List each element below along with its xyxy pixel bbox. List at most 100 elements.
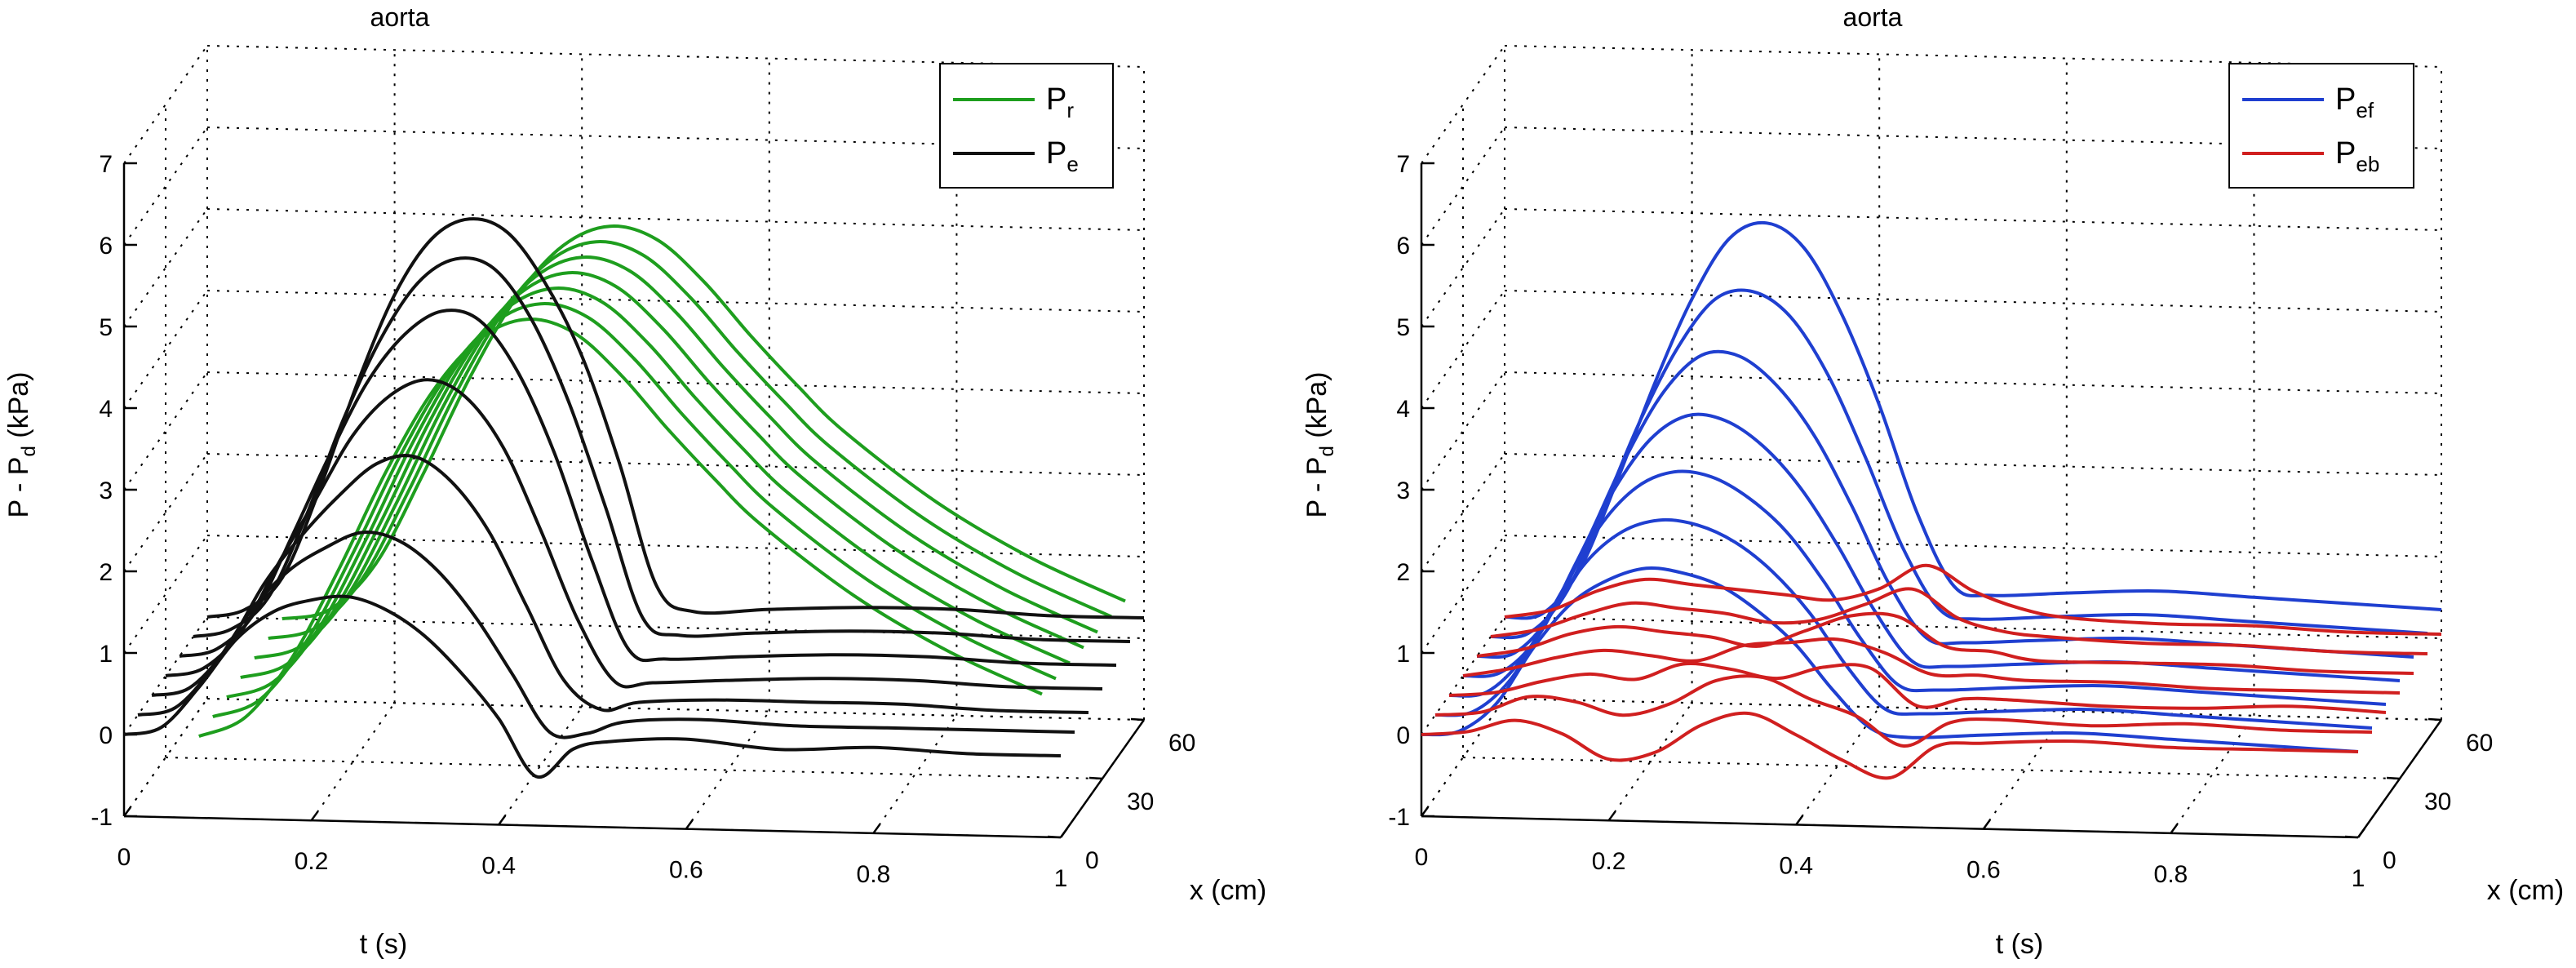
- right-x-tick-label: 0: [2383, 847, 2396, 874]
- left-p-tick-label: 4: [99, 396, 113, 423]
- left-p-ticks: -1 0 1 2 3 4 5 6 7: [91, 151, 113, 831]
- left-p-tick-label: 2: [99, 559, 113, 586]
- right-peb-trace-x60: [1504, 563, 2442, 636]
- right-p-tick-label: 0: [1396, 722, 1410, 749]
- right-t-tick-label: 0: [1415, 844, 1429, 871]
- left-x-ticks: 0 30 60: [1085, 730, 1195, 874]
- right-t-tick-mark: [2170, 824, 2179, 834]
- left-chart-title: aorta: [370, 2, 430, 32]
- left-p-tick-label: 3: [99, 477, 113, 504]
- left-t-tick-mark: [122, 806, 132, 817]
- left-pe-trace-x60: [206, 217, 1145, 619]
- left-axes: [122, 162, 1146, 839]
- right-peb-trace-x50: [1490, 587, 2428, 655]
- left-t-tick-label: 0.6: [669, 857, 703, 884]
- right-legend-peb-sub: eb: [2356, 152, 2379, 176]
- left-t-tick-label: 0.4: [481, 852, 516, 879]
- right-t-ticks: 0 0.2 0.4 0.6 0.8 1: [1415, 844, 2365, 892]
- left-x-tick-mark: [1130, 717, 1145, 722]
- left-legend-box: [939, 63, 1114, 189]
- left-t-tick-mark: [498, 815, 507, 826]
- right-peb-trace-x20: [1448, 662, 2387, 714]
- right-t-tick-mark: [2357, 828, 2366, 838]
- left-legend-pr-main: P: [1046, 82, 1066, 117]
- left-t-tick-mark: [1059, 828, 1069, 838]
- right-legend-box: [2228, 63, 2414, 189]
- left-p-tick-label: -1: [91, 804, 113, 831]
- right-chart-title: aorta: [1843, 2, 1903, 32]
- left-t-axis-label: t (s): [360, 929, 408, 960]
- right-p-axis-label-sub: d: [1316, 446, 1338, 456]
- right-peb-trace-x30: [1462, 637, 2401, 695]
- right-pef-trace-x20: [1448, 469, 2387, 706]
- right-legend-label-pef: Pef: [2335, 82, 2374, 122]
- right-p-tick-label: -1: [1388, 804, 1410, 831]
- left-t-tick-mark: [310, 810, 319, 821]
- left-legend-pe-sub: e: [1066, 152, 1078, 176]
- right-legend-label-peb: Peb: [2335, 136, 2379, 176]
- right-p-tick-label: 2: [1396, 559, 1410, 586]
- right-t-tick-label: 0.8: [2154, 861, 2188, 888]
- left-t-ticks: 0 0.2 0.4 0.6 0.8 1: [117, 844, 1068, 892]
- right-series: [1421, 220, 2442, 780]
- left-legend: Pr Pe: [939, 63, 1114, 189]
- right-t-axis-label: t (s): [1996, 929, 2044, 960]
- left-p-tick-label: 0: [99, 722, 113, 749]
- right-t-tick-label: 0.6: [1966, 857, 2001, 884]
- left-p-tick-label: 6: [99, 233, 113, 260]
- right-x-axis-label: x (cm): [2487, 875, 2564, 906]
- left-p-tick-label: 7: [99, 151, 113, 178]
- right-p-tick-label: 7: [1396, 151, 1410, 178]
- right-p-axis-label: P - Pd (kPa): [1301, 371, 1338, 517]
- right-p-tick-label: 5: [1396, 314, 1410, 341]
- right-t-tick-mark: [1982, 819, 1991, 830]
- left-pe-trace-x10: [137, 530, 1075, 739]
- left-t-tick-label: 0: [117, 844, 131, 871]
- left-legend-label-pr: Pr: [1046, 82, 1074, 122]
- right-peb-trace-x0: [1421, 711, 2359, 780]
- left-p-tick-label: 5: [99, 314, 113, 341]
- right-x-tick-label: 30: [2424, 788, 2451, 815]
- left-pe-trace-x0: [123, 594, 1062, 779]
- right-t-tick-label: 1: [2352, 865, 2365, 892]
- right-p-axis-label-unit: (kPa): [1301, 371, 1332, 446]
- left-legend-label-pe: Pe: [1046, 136, 1079, 176]
- right-x-tick-label: 60: [2466, 730, 2493, 757]
- right-chart-panel: aorta 0 0.2 0.4 0.6 0.8 1 -1 0 1 2 3 4 5…: [1301, 2, 2564, 960]
- right-t-tick-label: 0.4: [1779, 852, 1813, 879]
- right-t-tick-mark: [1607, 810, 1616, 821]
- left-pr-trace-x10: [212, 302, 1057, 719]
- right-peb-trace-x40: [1476, 611, 2414, 675]
- right-x-tick-mark: [2386, 776, 2401, 780]
- right-p-tick-label: 3: [1396, 477, 1410, 504]
- right-legend-pef-sub: ef: [2356, 98, 2374, 122]
- left-legend-pr-sub: r: [1066, 98, 1074, 122]
- right-axes: [1420, 162, 2443, 839]
- left-t-tick-label: 1: [1054, 865, 1068, 892]
- left-pr-trace-x60: [282, 224, 1126, 621]
- right-p-axis-label-main: P - P: [1301, 457, 1332, 518]
- left-t-tick-label: 0.2: [295, 848, 329, 875]
- left-p-tick-label: 1: [99, 641, 113, 668]
- left-x-axis-label: x (cm): [1190, 875, 1266, 906]
- left-t-tick-mark: [872, 824, 881, 834]
- left-pr-trace-x40: [254, 255, 1098, 660]
- left-x-tick-mark: [1088, 776, 1103, 780]
- left-pe-trace-x40: [179, 309, 1117, 667]
- right-peb-trace-x10: [1434, 674, 2373, 748]
- right-t-tick-mark: [1420, 806, 1430, 817]
- left-p-axis-label: P - Pd (kPa): [3, 371, 40, 517]
- right-t-axis: [1421, 815, 2359, 839]
- left-t-axis: [123, 815, 1062, 839]
- left-t-tick-mark: [685, 819, 694, 830]
- right-p-tick-label: 1: [1396, 641, 1410, 668]
- right-legend-pef-main: P: [2335, 82, 2356, 117]
- left-x-tick-label: 30: [1127, 788, 1154, 815]
- right-t-tick-mark: [1795, 815, 1804, 826]
- right-p-ticks: -1 0 1 2 3 4 5 6 7: [1388, 151, 1410, 831]
- right-legend-peb-main: P: [2335, 136, 2356, 171]
- left-legend-pe-main: P: [1046, 136, 1066, 171]
- left-series: [123, 217, 1145, 779]
- right-t-tick-label: 0.2: [1592, 848, 1626, 875]
